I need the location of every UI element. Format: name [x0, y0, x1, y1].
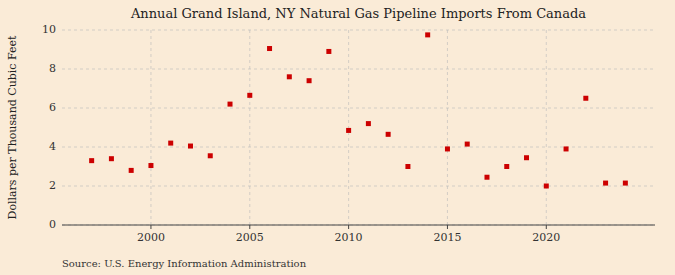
x-grid-line	[150, 30, 151, 225]
point	[465, 142, 470, 147]
point	[267, 46, 272, 51]
y-tick-label: 10	[42, 23, 56, 36]
point	[425, 32, 430, 37]
chart-svg: 0 2 4 6 8 10 2000 2005 2010 2015 2020 Annual Grand …	[0, 0, 675, 275]
x-tick-label: 2005	[236, 231, 264, 244]
point	[109, 156, 114, 161]
y-tick-label: 2	[49, 179, 56, 192]
point	[623, 181, 628, 186]
source-annotation: Source: U.S. Energy Information Administ…	[62, 258, 307, 269]
x-tick	[447, 225, 448, 229]
point	[148, 163, 153, 168]
x-tick-label: 2015	[433, 231, 461, 244]
point	[524, 155, 529, 160]
y-tick-label: 4	[49, 140, 56, 153]
points	[89, 32, 628, 188]
x-tick	[348, 225, 349, 229]
x-grid-line	[447, 30, 448, 225]
point	[326, 49, 331, 54]
point	[603, 181, 608, 186]
point	[208, 153, 213, 158]
point	[129, 168, 134, 173]
chart-container: 0 2 4 6 8 10 2000 2005 2010 2015 2020 Annual Grand …	[0, 0, 675, 275]
point	[405, 164, 410, 169]
point	[504, 164, 509, 169]
point	[346, 128, 351, 133]
point	[188, 144, 193, 149]
point	[445, 146, 450, 151]
point	[307, 78, 312, 83]
y-tick-label: 6	[49, 101, 56, 114]
background	[0, 0, 675, 275]
point	[484, 175, 489, 180]
point	[247, 93, 252, 98]
title: Annual Grand Island, NY Natural Gas Pipe…	[130, 6, 586, 21]
x-tick-label: 2010	[335, 231, 363, 244]
y-axis: 0 2 4 6 8 10	[42, 23, 56, 231]
point	[287, 74, 292, 79]
x-tick	[249, 225, 250, 229]
x-tick	[150, 225, 151, 229]
point	[564, 146, 569, 151]
point	[544, 184, 549, 189]
x-axis: 2000 2005 2010 2015 2020	[62, 225, 655, 244]
point	[168, 141, 173, 146]
x-tick-label: 2020	[532, 231, 560, 244]
x-tick-label: 2000	[137, 231, 165, 244]
y-axis-label: Dollars per Thousand Cubic Feet	[6, 35, 19, 219]
x-grid-line	[249, 30, 250, 225]
point	[583, 96, 588, 101]
point	[228, 102, 233, 107]
y-tick-label: 0	[49, 218, 56, 231]
point	[386, 132, 391, 137]
point	[366, 121, 371, 126]
x-grid-line	[546, 30, 547, 225]
grid	[62, 30, 655, 225]
y-tick-label: 8	[49, 62, 56, 75]
x-tick	[546, 225, 547, 229]
x-grid-line	[348, 30, 349, 225]
point	[89, 158, 94, 163]
